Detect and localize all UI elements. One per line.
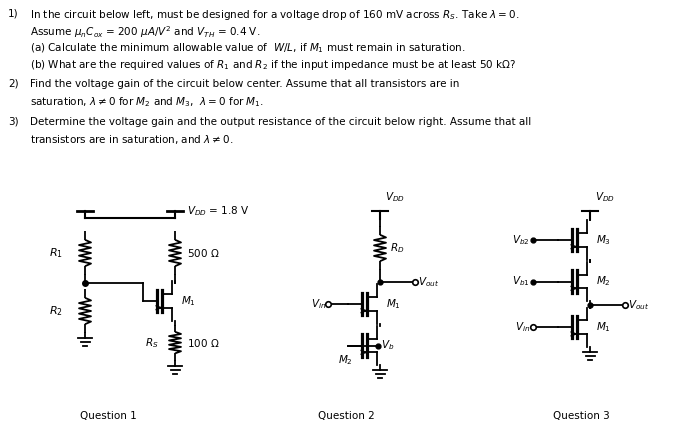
Text: Assume $\mu_n C_{ox}$ = 200 $\mu A/V^2$ and $V_{TH}$ = 0.4 V.: Assume $\mu_n C_{ox}$ = 200 $\mu A/V^2$ … [30,25,260,40]
Text: 100 $\Omega$: 100 $\Omega$ [187,336,220,349]
Text: Find the voltage gain of the circuit below center. Assume that all transistors a: Find the voltage gain of the circuit bel… [30,79,459,89]
Text: Question 2: Question 2 [318,411,375,421]
Text: $V_{out}$: $V_{out}$ [418,275,439,289]
Text: $V_{b2}$: $V_{b2}$ [512,233,530,247]
Text: transistors are in saturation, and $\lambda \neq 0$.: transistors are in saturation, and $\lam… [30,133,233,146]
Text: 500 $\Omega$: 500 $\Omega$ [187,247,220,259]
Text: $M_3$: $M_3$ [596,233,611,247]
Text: $M_1$: $M_1$ [181,294,196,308]
Text: 3): 3) [8,117,19,127]
Text: In the circuit below left, must be designed for a voltage drop of 160 mV across : In the circuit below left, must be desig… [30,8,519,22]
Text: Question 3: Question 3 [552,411,610,421]
Text: $V_{out}$: $V_{out}$ [628,298,649,312]
Text: $R_1$: $R_1$ [49,246,63,260]
Text: (a) Calculate the minimum allowable value of  $W/L$, if $M_1$ must remain in sat: (a) Calculate the minimum allowable valu… [30,41,466,55]
Text: $M_2$: $M_2$ [338,354,353,367]
Text: $V_{DD}$: $V_{DD}$ [595,190,615,204]
Text: 2): 2) [8,79,19,89]
Text: $V_{DD}$ = 1.8 V: $V_{DD}$ = 1.8 V [187,204,249,218]
Text: $V_{in}$: $V_{in}$ [514,320,530,334]
Text: $V_{b1}$: $V_{b1}$ [512,275,530,288]
Text: $M_2$: $M_2$ [596,275,611,288]
Text: $R_2$: $R_2$ [49,304,63,318]
Text: (b) What are the required values of $R_1$ and $R_2$ if the input impedance must : (b) What are the required values of $R_1… [30,58,517,71]
Text: saturation, $\lambda \neq 0$ for $M_2$ and $M_3$,  $\lambda = 0$ for $M_1$.: saturation, $\lambda \neq 0$ for $M_2$ a… [30,96,264,109]
Text: $V_{in}$: $V_{in}$ [311,297,326,311]
Text: $M_1$: $M_1$ [596,320,611,334]
Text: $R_D$: $R_D$ [390,241,405,255]
Text: Question 1: Question 1 [80,411,137,421]
Text: $R_S$: $R_S$ [145,336,159,349]
Text: $V_{DD}$: $V_{DD}$ [385,190,405,204]
Text: $M_1$: $M_1$ [386,297,401,311]
Text: 1): 1) [8,8,19,18]
Text: Determine the voltage gain and the output resistance of the circuit below right.: Determine the voltage gain and the outpu… [30,117,531,127]
Text: $V_b$: $V_b$ [381,339,394,352]
